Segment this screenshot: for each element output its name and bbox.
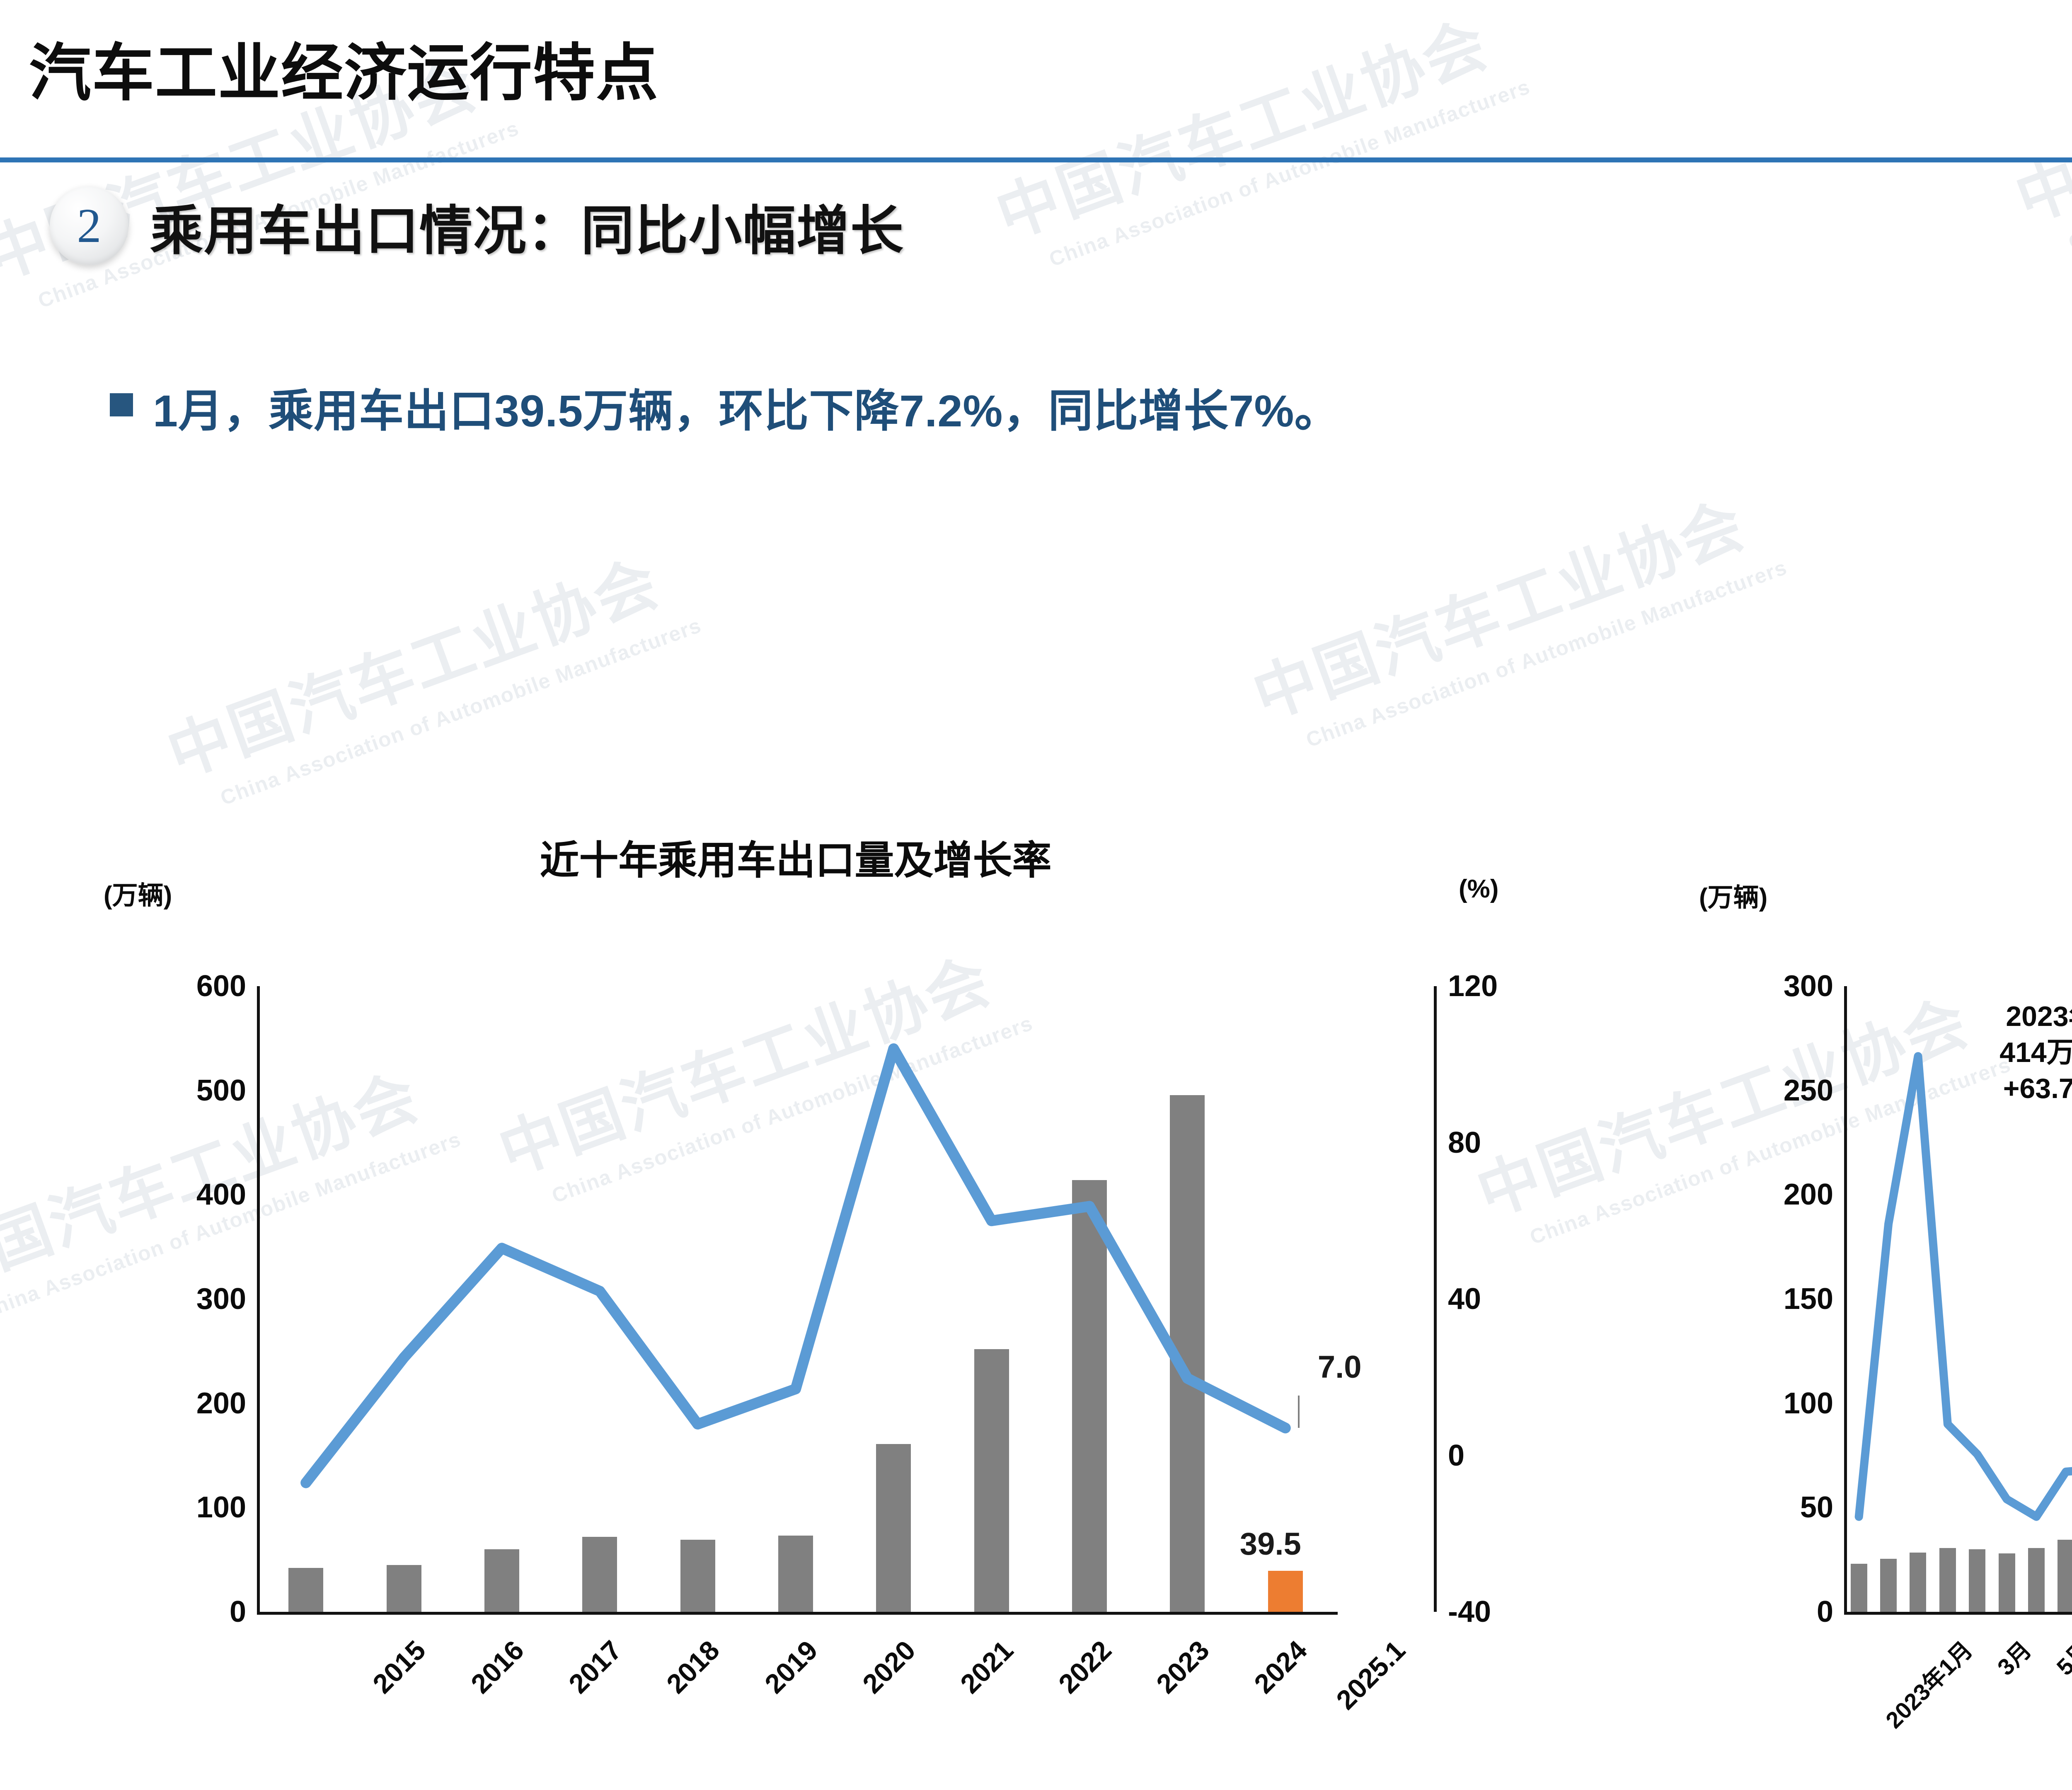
y-axis-tick: 200 (1783, 1178, 1833, 1212)
bar (1969, 1549, 1986, 1612)
bar-highlight (1268, 1570, 1303, 1612)
bar (974, 1349, 1009, 1612)
y-axis-tick: 100 (1783, 1386, 1833, 1420)
y-axis-tick: 250 (1783, 1074, 1833, 1107)
bar (1939, 1548, 1956, 1612)
section-title: 乘用车出口情况：同比小幅增长 (150, 201, 905, 261)
y2-axis-line (1434, 986, 1437, 1612)
y-axis-tick: 0 (229, 1595, 246, 1628)
chart-title: 近十年乘用车出口量及增长率 (540, 839, 1052, 883)
y-axis-line (257, 986, 260, 1612)
y-axis-unit-label: (万辆) (1699, 883, 1768, 912)
y-axis-tick: 0 (1816, 1595, 1833, 1628)
y-axis-tick: 100 (196, 1491, 246, 1524)
bullet-square-icon (110, 393, 133, 416)
page-title: 汽车工业经济运行特点 (29, 38, 659, 108)
annotation-line: 2023年 (2006, 1001, 2072, 1032)
x-axis-line (1844, 1612, 2072, 1615)
line-value-label: 7.0 (1317, 1350, 1362, 1385)
y-axis-tick: 200 (196, 1386, 246, 1420)
bar (778, 1536, 813, 1612)
bar (1880, 1558, 1897, 1612)
y2-axis-tick: 40 (1448, 1282, 1481, 1316)
bar (386, 1565, 421, 1612)
header-divider-line (0, 157, 2072, 162)
growth-rate-line (300, 1043, 1291, 1488)
y-axis-tick: 50 (1800, 1491, 1833, 1524)
section-number-badge: 2 (50, 186, 128, 265)
y-axis-tick: 400 (196, 1178, 246, 1212)
bar (876, 1444, 911, 1612)
bar (1072, 1180, 1107, 1612)
y2-axis-tick: -40 (1448, 1595, 1491, 1628)
section-heading: 2 乘用车出口情况：同比小幅增长 (50, 186, 904, 265)
bar-value-label: 39.5 (1239, 1526, 1301, 1562)
y-axis-tick: 600 (196, 970, 246, 1003)
bar (2057, 1540, 2072, 1612)
bar (1910, 1552, 1927, 1612)
bar (680, 1540, 715, 1612)
bar (288, 1568, 324, 1612)
period-summary-annotation: 2023年 414万辆 +63.7% (1906, 999, 2072, 1107)
y-axis-tick: 500 (196, 1074, 246, 1107)
y-axis-tick: 150 (1783, 1282, 1833, 1316)
value-label-leader (1297, 1396, 1300, 1428)
bullet-text: 1月，乘用车出口39.5万辆，环比下降7.2%，同比增长7%。 (153, 386, 1340, 436)
y-axis-unit-label: (万辆) (104, 881, 172, 910)
y-axis-line (1844, 986, 1847, 1612)
bullet-item: 1月，乘用车出口39.5万辆，环比下降7.2%，同比增长7%。 (110, 375, 1340, 440)
annotation-line: +63.7% (2003, 1073, 2072, 1105)
chart-yearly-passenger-car-exports: 近十年乘用车出口量及增长率 (万辆) (%) 0 100 200 300 400 500 600-… (75, 820, 1550, 1715)
y-axis-tick: 300 (196, 1282, 246, 1316)
y2-axis-tick: 0 (1448, 1439, 1465, 1472)
bar (582, 1536, 617, 1612)
chart-monthly-passenger-car-exports: 乘用车-出口量及增长率(万辆)(%)0501001502002503000501… (1666, 820, 2072, 1733)
y-axis-tick: 300 (1783, 970, 1833, 1003)
growth-rate-line (1854, 1052, 2072, 1521)
annotation-line: 414万辆 (1999, 1037, 2072, 1069)
x-axis-line (257, 1612, 1338, 1615)
y2-axis-tick: 80 (1448, 1126, 1481, 1159)
bar (1998, 1553, 2015, 1612)
bar (1850, 1564, 1867, 1612)
y2-axis-tick: 120 (1448, 970, 1498, 1003)
bar (484, 1549, 519, 1612)
y2-axis-unit-label: (%) (1459, 875, 1499, 903)
bar (2028, 1548, 2045, 1612)
